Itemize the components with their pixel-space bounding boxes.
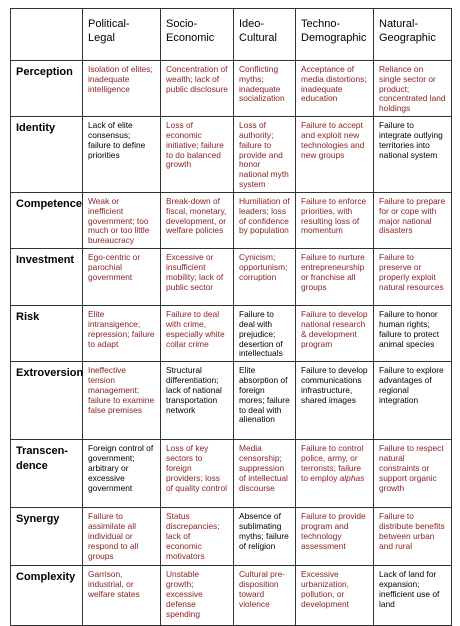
table-row: Risk Elite intransigence; repression; fai… [10, 305, 452, 363]
table-cell: Ineffective tension management; failure … [82, 361, 161, 441]
table-row: Perception Isolation of elites; inadequat… [10, 59, 452, 118]
text-line: Economic [166, 32, 215, 45]
table-cell: Loss of authority; failure to provide an… [233, 116, 296, 193]
table-cell: Acceptance of media distortions; inadequ… [295, 59, 374, 118]
table-cell: Humiliation of leaders; loss of confiden… [233, 191, 296, 250]
column-header: Socio- Economic [160, 8, 234, 61]
table-cell: Media censorship; suppression of intelle… [233, 439, 296, 509]
table-cell: Failure to accept and exploit new techno… [295, 116, 374, 193]
row-label: Synergy [10, 507, 83, 567]
table-cell: Lack of elite consensus; failure to defi… [82, 116, 161, 193]
text-line: dence [16, 459, 48, 472]
table-cell: Concentration of wealth; lack of public … [160, 59, 234, 118]
table-cell: Failure to prepare for or cope with majo… [373, 191, 452, 250]
table-cell: Break-down of fiscal, monetary, developm… [160, 191, 234, 250]
header-row: Political- Legal Socio- Economic Ideo- Cultur… [10, 8, 452, 61]
column-header: Ideo- Cultural [233, 8, 296, 61]
page: {"table": { "header": [["Political-", "L… [10, 8, 452, 626]
table-cell: Foreign control of government; arbitrary… [82, 439, 161, 509]
text-line: Identity [16, 122, 56, 135]
text-line: Synergy [16, 513, 60, 526]
corner-cell [10, 8, 83, 61]
table-cell: Excessive or insufficient mobility; lack… [160, 248, 234, 307]
row-label: Perception [10, 59, 83, 118]
cell-text: Failure to control police, army, or terr… [301, 443, 364, 483]
row-label: Identity [10, 116, 83, 193]
table-cell: Structural differentiation; lack of nati… [160, 361, 234, 441]
table-cell: Failure to preserve or properly exploit … [373, 248, 452, 307]
table-cell: Failure to integrate outlying territorie… [373, 116, 452, 193]
text-line: Extroversion [16, 367, 84, 380]
table-row: Investment Ego-centric or parochial gover… [10, 248, 452, 307]
text-line: Cultural [239, 32, 277, 45]
table-cell: Ego-centric or parochial government [82, 248, 161, 307]
table-cell: Failure to explore advantages of regiona… [373, 361, 452, 441]
column-header: Techno- Demographic [295, 8, 374, 61]
table-cell: Failure to develop national research & d… [295, 305, 374, 363]
text-line: Political- [88, 18, 130, 30]
text-line: Perception [16, 66, 73, 78]
column-header: Natural- Geographic [373, 8, 452, 61]
text-line: Legal [88, 32, 115, 45]
table-row: Transcen-dence Foreign control of governm… [10, 439, 452, 509]
matrix-table: Political- Legal Socio- Economic Ideo- Cultur… [10, 8, 452, 626]
table-cell: Failure to deal with prejudice; desertio… [233, 305, 296, 363]
row-label: Competence [10, 191, 83, 250]
table-cell: Reliance on single sector or product; co… [373, 59, 452, 118]
table-cell: Lack of land for expansion; inefficient … [373, 565, 452, 626]
text-line: Natural- [379, 18, 419, 30]
table-cell: Failure to honor human rights; failure t… [373, 305, 452, 363]
table-row: Extroversion Ineffective tension manageme… [10, 361, 452, 441]
table-cell: Cynicism; opportunism; corruption [233, 248, 296, 307]
cell-emphasis: alphas [339, 472, 365, 483]
table-cell: Weak or inefficient government; too much… [82, 191, 161, 250]
column-header: Political- Legal [82, 8, 161, 61]
table-cell: Failure to control police, army, or terr… [295, 439, 374, 509]
text-line: Geographic [379, 32, 436, 45]
table-row: Synergy Failure to assimilate all individ… [10, 507, 452, 567]
table-cell: Failure to assimilate all individual or … [82, 507, 161, 567]
row-label: Investment [10, 248, 83, 307]
table-cell: Conflicting myths; inadequate socializat… [233, 59, 296, 118]
table-cell: Failure to respect natural constraints o… [373, 439, 452, 509]
table-cell: Failure to distribute benefits between u… [373, 507, 452, 567]
text-line: Competence [16, 197, 83, 210]
table-cell: Status discrepancies; lack of economic m… [160, 507, 234, 567]
table-row: Complexity Garrison, industrial, or welfa… [10, 565, 452, 626]
table-cell: Failure to deal with crime, especially w… [160, 305, 234, 363]
table-cell: Loss of economic initiative; failure to … [160, 116, 234, 193]
table-cell: Unstable growth; excessive defense spend… [160, 565, 234, 626]
table-cell: Failure to nurture entrepreneurship or f… [295, 248, 374, 307]
row-label: Complexity [10, 565, 83, 626]
table-cell: Failure to develop communications infras… [295, 361, 374, 441]
table-cell: Absence of sublimating myths; failure of… [233, 507, 296, 567]
text-line: Risk [16, 311, 40, 324]
text-line: Investment [16, 254, 75, 267]
row-label: Transcen-dence [10, 439, 83, 509]
table-cell: Loss of key sectors to foreign providers… [160, 439, 234, 509]
row-label: Extroversion [10, 361, 84, 441]
table-cell: Elite absorption of foreign mores; failu… [233, 361, 296, 441]
table-row: Identity Lack of elite consensus; failure… [10, 116, 452, 193]
table-row: Competence Weak or inefficient government… [10, 191, 452, 250]
table-cell: Elite intransigence; repression; failure… [82, 305, 161, 363]
text-line: Transcen- [16, 445, 68, 458]
text-line: Techno- [301, 18, 341, 30]
table-cell: Isolation of elites; inadequate intellig… [82, 59, 161, 118]
text-line: Ideo- [239, 18, 265, 30]
text-line: Demographic [301, 32, 367, 45]
text-line: Socio- [166, 18, 198, 30]
table-cell: Failure to provide program and technolog… [295, 507, 374, 567]
table-cell: Excessive urbanization, pollution, or de… [295, 565, 374, 626]
text-line: Complexity [16, 571, 76, 584]
table-cell: Cultural pre-disposition toward violence [233, 565, 296, 626]
row-label: Risk [10, 305, 83, 363]
table-cell: Garrison, industrial, or welfare states [82, 565, 161, 626]
table-cell: Failure to enforce priorities, with resu… [295, 191, 374, 250]
